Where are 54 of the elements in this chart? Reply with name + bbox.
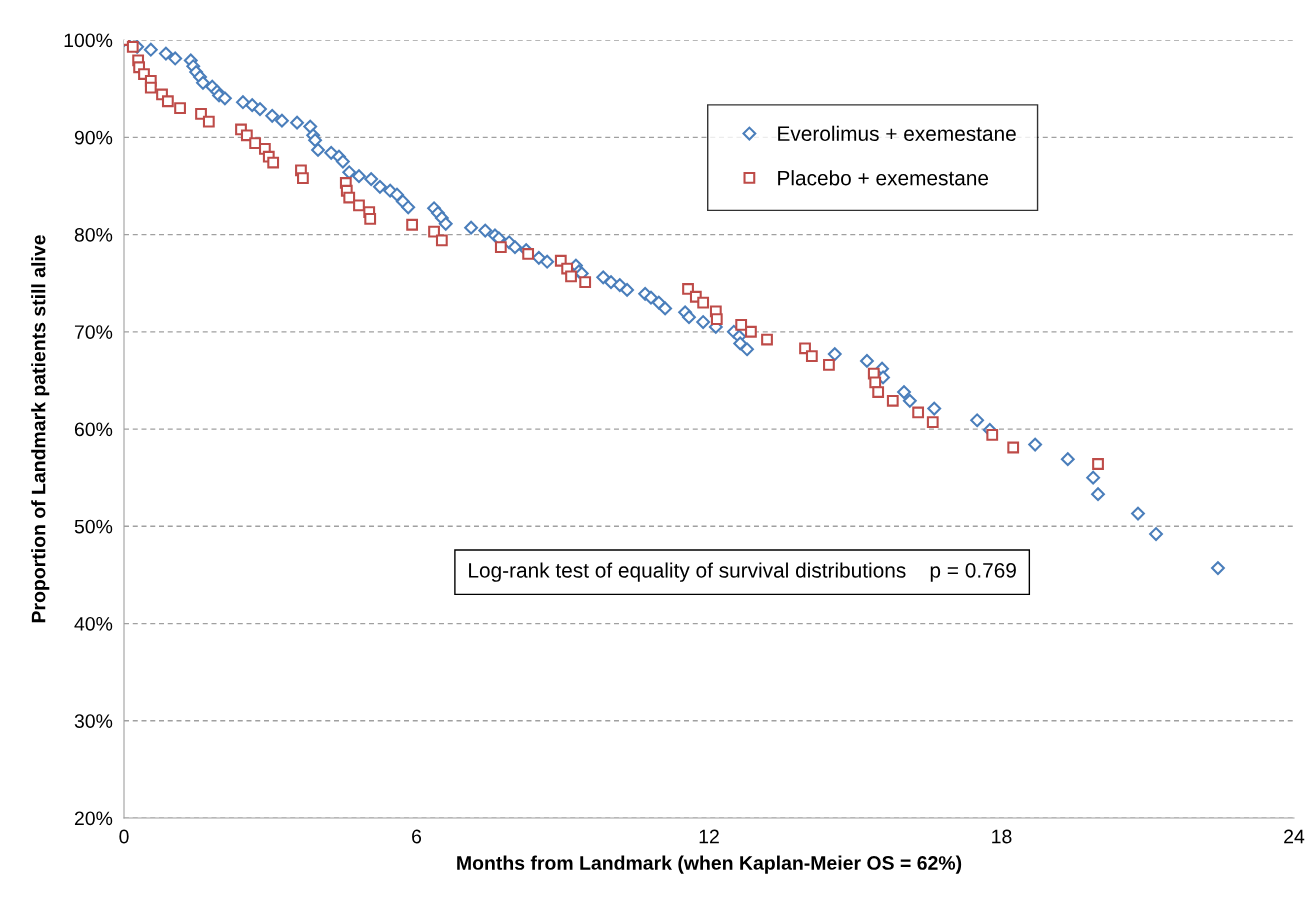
point [745, 325, 757, 338]
point [682, 283, 694, 295]
y-tick-label: 100% [64, 33, 113, 48]
y-tick-label: 50% [74, 519, 113, 534]
annotation: Log-rank test of equality of survival distributions p = 0.769 [469, 562, 1016, 582]
x-tick-label: 0 [119, 829, 129, 844]
x-axis-title: Months from Landmark (when Kaplan-Meier OS = 62%) [457, 855, 962, 874]
point [297, 172, 309, 184]
point [872, 386, 885, 398]
point [161, 95, 174, 108]
point [1007, 441, 1020, 454]
point [710, 313, 723, 326]
y-axis-title: Proportion of Landmark patients still alive [31, 235, 50, 623]
point [805, 350, 818, 362]
point [343, 191, 356, 204]
point [195, 108, 207, 120]
point [823, 358, 835, 371]
point [1092, 458, 1104, 470]
point [579, 276, 592, 289]
point [406, 218, 419, 231]
legend-label: Everolimus + exemestane [778, 125, 1016, 142]
point [364, 213, 377, 225]
legend-label: Placebo + exemestane [778, 170, 989, 186]
point [267, 156, 280, 169]
y-tick-label: 60% [74, 422, 113, 437]
y-tick-label: 40% [74, 616, 113, 631]
point [240, 129, 253, 142]
point [912, 406, 925, 419]
y-tick-label: 30% [74, 714, 113, 728]
y-tick-label: 20% [74, 811, 113, 826]
point [435, 234, 448, 247]
point [353, 199, 365, 212]
point [126, 40, 139, 53]
point [886, 394, 899, 407]
point [565, 270, 577, 283]
point [986, 428, 999, 441]
point [249, 137, 262, 149]
y-tick-label: 90% [74, 130, 113, 145]
point [144, 81, 157, 94]
point [202, 115, 215, 128]
x-tick-label: 18 [992, 829, 1012, 844]
point [761, 333, 773, 346]
x-tick-label: 12 [699, 829, 719, 844]
point [522, 248, 535, 260]
x-tick-label: 24 [1284, 829, 1305, 844]
point [869, 376, 882, 389]
point [697, 296, 710, 309]
point [735, 319, 748, 331]
point [174, 102, 186, 114]
point [926, 416, 939, 429]
y-tick-label: 70% [74, 325, 113, 339]
y-tick-label: 80% [74, 227, 113, 242]
x-tick-label: 6 [412, 829, 422, 844]
point [494, 241, 507, 254]
